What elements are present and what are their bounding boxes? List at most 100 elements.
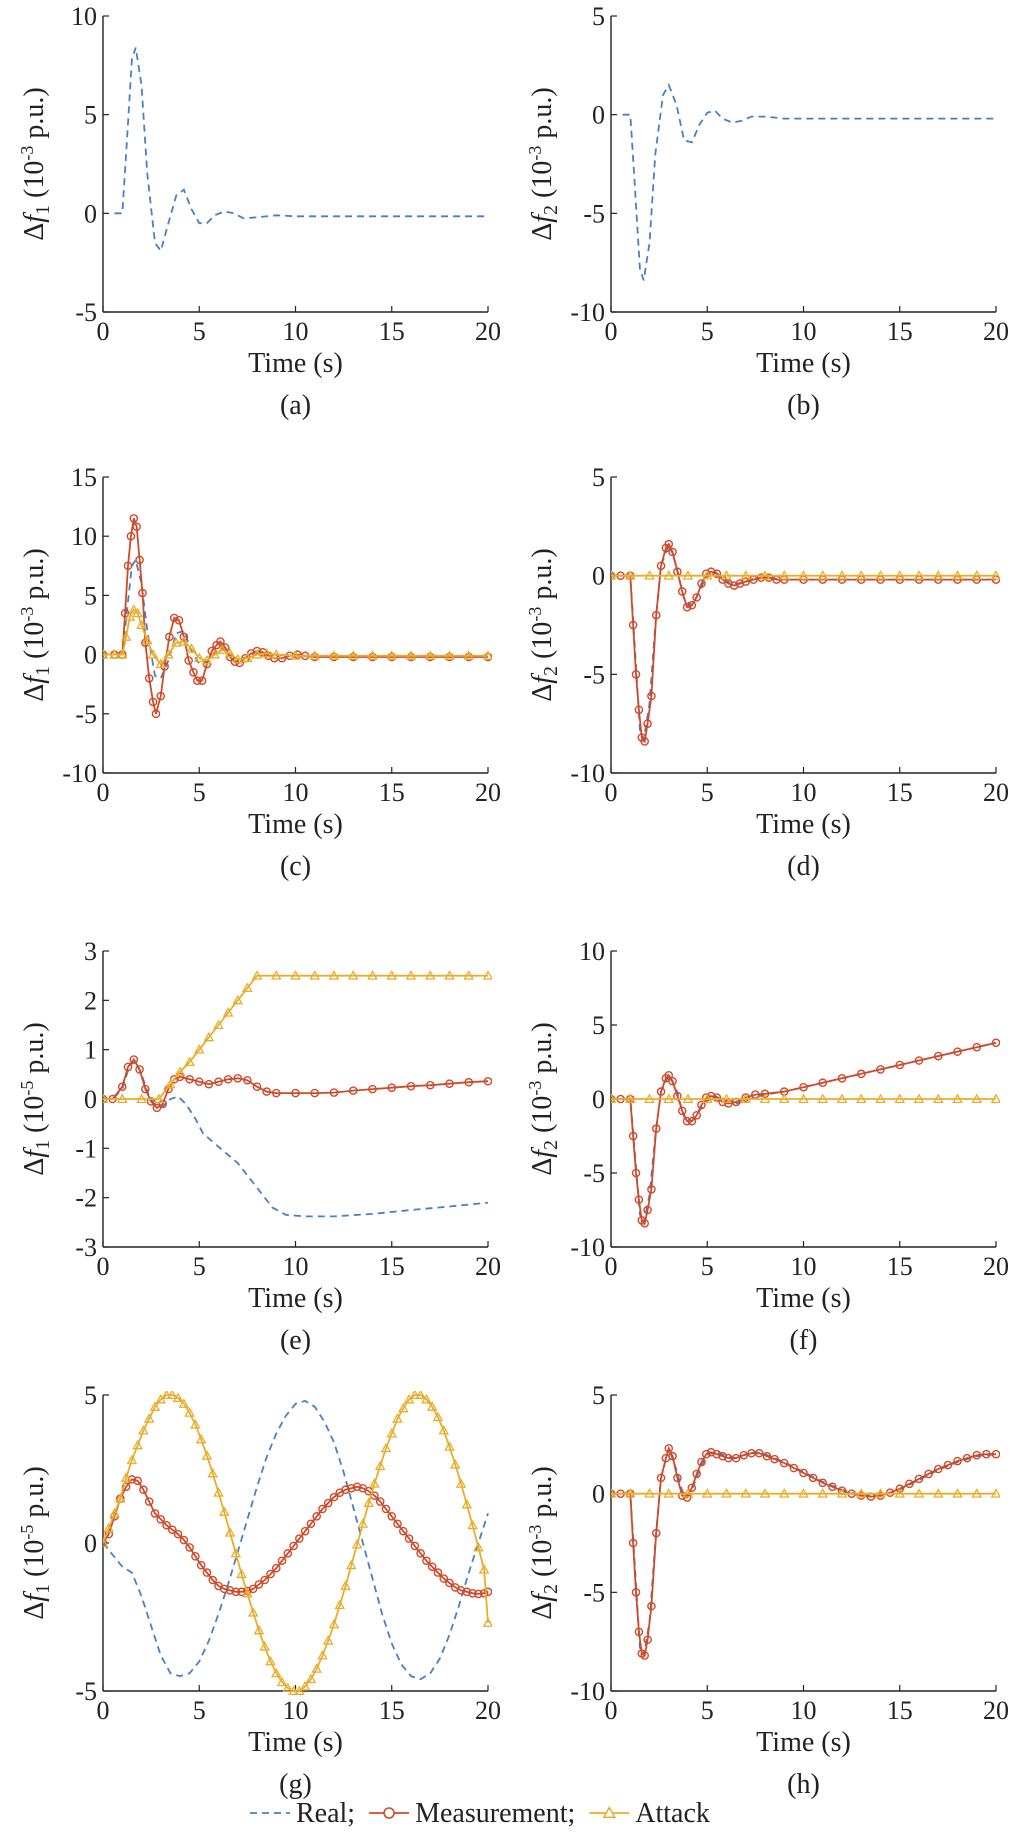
panel-label: (g) [279,1769,312,1800]
measurement-point [462,1587,472,1597]
legend-label-attack: Attack [635,1798,710,1829]
x-tick-label: 15 [887,1252,913,1281]
chart-panel-b: 0 5 10 15 20 -10 -5 0 5 Time (s) (b) Δf2 (10-3 p.u.… [525,2,1009,421]
attack-point [952,1488,963,1498]
attack-point [109,1507,120,1518]
attack-point [103,1093,109,1104]
measurement-point [416,1549,425,1558]
measurement-point [204,1079,214,1089]
measurement-point [634,705,644,715]
x-tick-label: 0 [605,1252,618,1281]
attack-point [740,1488,752,1498]
measurement-point [129,1055,139,1064]
measurement-point [406,1081,416,1091]
measurement-point [433,1568,443,1577]
measurement-point [982,1449,991,1459]
attack-point [611,1093,617,1104]
attack-point [463,650,475,660]
plot-area [103,514,492,719]
x-tick-label: 5 [701,317,714,346]
x-tick-label: 0 [97,317,110,346]
measurement-point [439,1574,449,1583]
attack-point [347,650,359,660]
attack-point [218,1506,230,1516]
attack-point [209,649,220,659]
panel-label: (b) [787,390,820,421]
attack-point [174,1066,186,1076]
y-tick-label: 0 [84,199,97,228]
attack-point [207,1467,219,1478]
plot-area [611,1443,1000,1660]
measurement-point [647,1184,656,1194]
attack-point [932,1093,944,1104]
measurement-point [162,1520,171,1530]
measurement-point [329,1088,339,1097]
y-tick-label: 5 [84,1381,97,1410]
attack-point [193,1044,205,1054]
attack-point [224,647,236,658]
y-tick-label: -5 [583,199,605,228]
x-tick-label: 20 [475,1696,501,1725]
attack-point [894,1488,906,1498]
attack-point [913,1488,925,1498]
measurement-point [972,1042,982,1052]
y-tick-label: 10 [71,2,97,31]
measurement-point [741,577,751,586]
y-tick-label: 0 [84,1529,97,1558]
legend-label-measurement: Measurement; [415,1798,575,1829]
measurement-point [323,1498,333,1508]
measurement-point [697,1457,706,1467]
measurement-point [352,1482,362,1492]
attack-point [147,649,159,659]
measurement-point [837,1073,847,1083]
attack-point [143,1413,155,1423]
measurement-point [706,1447,716,1457]
measurement-point [924,1469,933,1479]
measurement-point [895,1060,905,1070]
y-tick-label: -10 [62,759,97,788]
measurement-point [631,1168,641,1178]
measurement-point [231,1587,241,1597]
attack-point [952,570,963,580]
measurement-point [193,676,202,685]
measurement-point [123,1062,133,1072]
attack-point [455,1478,467,1488]
y-tick-label: -5 [75,700,97,729]
measurement-point [262,1087,271,1096]
attack-point [369,1478,380,1488]
attack-point [374,1460,386,1471]
attack-point [290,970,301,980]
attack-point [141,634,153,645]
measurement-point [425,1080,435,1090]
series-line-attack [103,608,488,666]
attack-point [103,649,109,659]
x-tick-label: 20 [983,1696,1009,1725]
attack-point [155,658,167,669]
measurement-point [677,1106,687,1116]
measurement-point [138,588,147,598]
y-tick-label: -10 [570,1233,605,1262]
x-axis-title: Time (s) [756,348,851,379]
measurement-point [818,1478,828,1488]
attack-point [242,1587,253,1598]
attack-point [311,1663,322,1673]
measurement-point [643,719,652,728]
attack-point [817,1488,829,1498]
measurement-point [631,1588,641,1597]
plot-area [611,1038,1000,1228]
measurement-point [277,1556,287,1566]
attack-point [346,1559,357,1570]
y-axis-title: Δf1 (10-3 p.u.) [17,87,54,240]
measurement-point [422,1556,431,1566]
measurement-point [770,1454,779,1464]
attack-point [894,570,906,580]
measurement-point [160,662,169,671]
y-tick-label: 0 [592,1480,605,1509]
measurement-point [404,1534,414,1543]
attack-point [990,1093,1000,1104]
attack-point [875,1488,886,1498]
measurement-point [828,1482,837,1492]
attack-point [282,1682,294,1693]
measurement-point [289,1541,298,1551]
